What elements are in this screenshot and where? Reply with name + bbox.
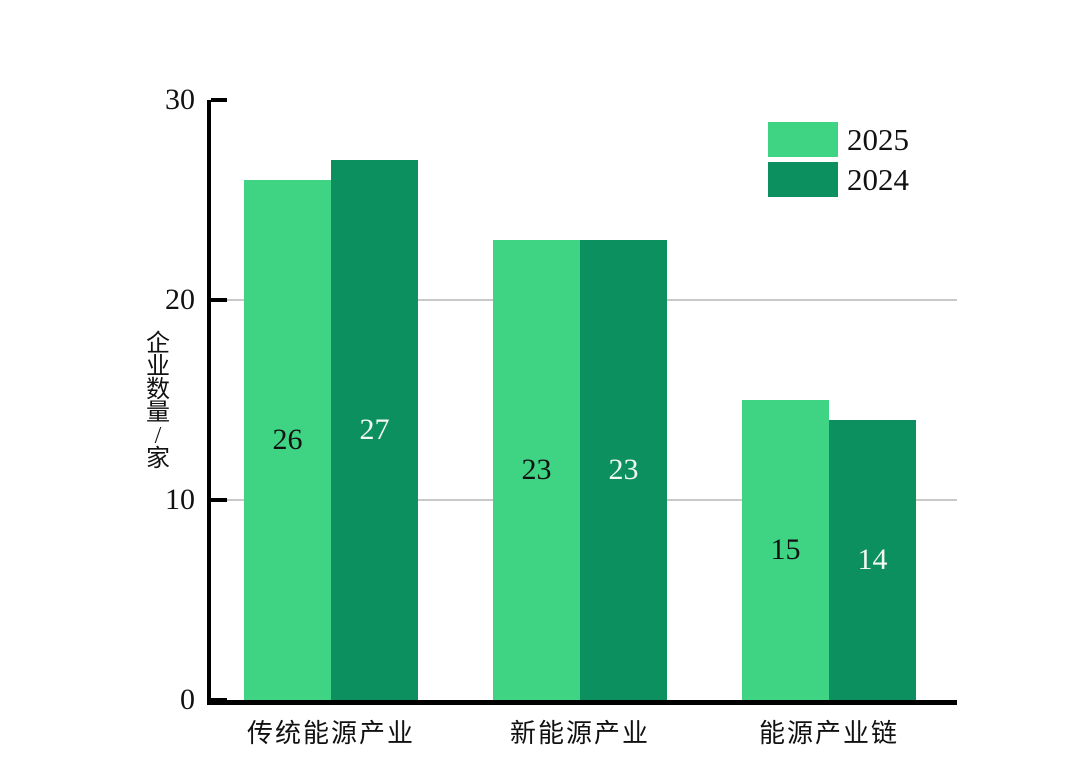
bar-value-label: 23 xyxy=(521,453,552,486)
bar-2024-group-1: 27 xyxy=(331,160,418,700)
y-axis-title-char: / xyxy=(154,423,162,449)
legend-label-2025: 2025 xyxy=(847,122,909,157)
y-axis-title-char: 数 xyxy=(146,377,170,403)
legend: 2025 2024 xyxy=(768,122,909,197)
y-axis-title-char: 量 xyxy=(146,400,170,426)
x-category-label-2: 新能源产业 xyxy=(509,719,651,748)
y-tick-label-10: 10 xyxy=(165,483,195,516)
y-tick-mark-30 xyxy=(211,98,227,102)
y-axis-title-char: 企 xyxy=(146,331,170,357)
y-axis-title-char: 业 xyxy=(146,354,170,380)
bar-2025-group-3: 15 xyxy=(742,400,829,700)
y-tick-mark-0 xyxy=(211,698,227,702)
y-tick-mark-20 xyxy=(211,298,227,302)
bar-value-label: 14 xyxy=(857,543,888,576)
legend-entry-2024: 2024 xyxy=(768,162,909,197)
bar-2024-group-2: 23 xyxy=(580,240,667,700)
legend-swatch-2024 xyxy=(768,162,838,197)
legend-swatch-2025 xyxy=(768,122,838,157)
y-axis-title-char: 家 xyxy=(146,446,170,472)
y-axis-title: 企业数量 / 家 xyxy=(143,331,173,472)
y-axis-line xyxy=(207,100,211,705)
bar-2025-group-1: 26 xyxy=(244,180,331,700)
bar-value-label: 27 xyxy=(359,413,390,446)
x-axis-line xyxy=(207,700,957,705)
bar-value-label: 26 xyxy=(272,423,303,456)
y-tick-label-20: 20 xyxy=(165,283,195,316)
x-category-label-3: 能源产业链 xyxy=(758,719,900,748)
bar-2024-group-3: 14 xyxy=(829,420,916,700)
y-tick-mark-10 xyxy=(211,498,227,502)
bar-2025-group-2: 23 xyxy=(493,240,580,700)
bar-value-label: 15 xyxy=(770,533,801,566)
y-tick-label-30: 30 xyxy=(165,83,195,116)
x-category-label-1: 传统能源产业 xyxy=(246,719,416,748)
bar-value-label: 23 xyxy=(608,453,639,486)
legend-label-2024: 2024 xyxy=(847,162,909,197)
legend-entry-2025: 2025 xyxy=(768,122,909,157)
y-tick-label-0: 0 xyxy=(180,683,195,716)
